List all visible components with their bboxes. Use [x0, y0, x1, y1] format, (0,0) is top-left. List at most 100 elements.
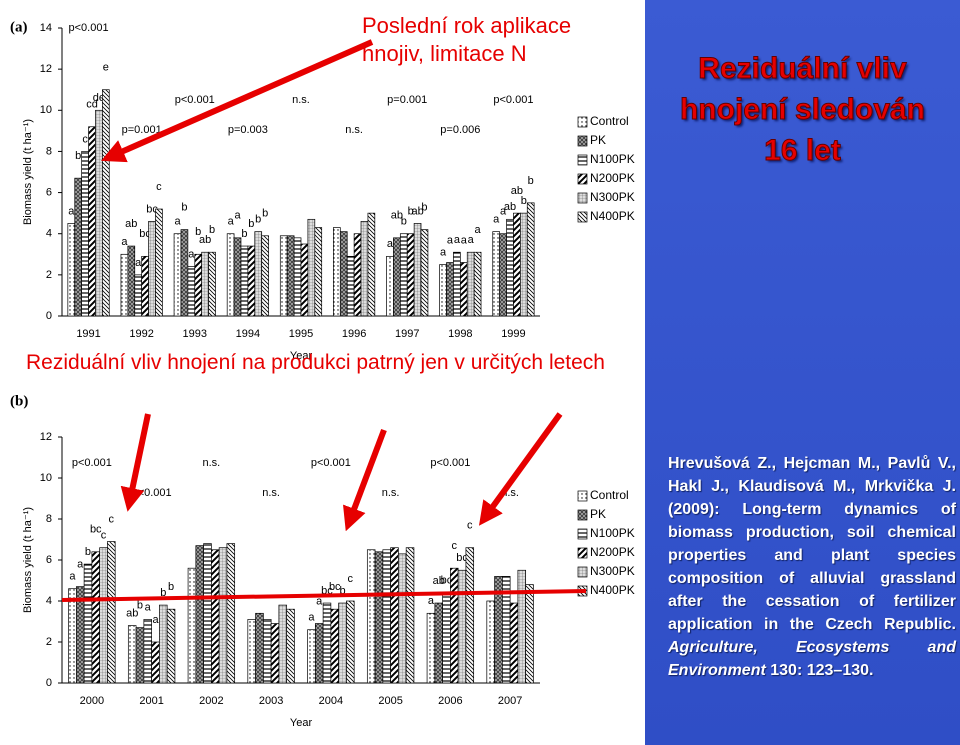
- bar: [148, 221, 156, 317]
- citation-text: Hrevušová Z., Hejcman M., Pavlů V., Hakl…: [668, 455, 956, 633]
- bar: [68, 588, 77, 684]
- arrow: [478, 412, 563, 526]
- significance-letter: bc: [441, 575, 453, 587]
- significance-letter: c: [82, 133, 88, 145]
- x-tick-label: 1995: [289, 328, 313, 340]
- bar: [406, 233, 415, 317]
- bar: [107, 541, 116, 684]
- legend-swatch: [577, 192, 588, 204]
- bar: [442, 592, 451, 684]
- bar: [159, 604, 168, 684]
- p-value: p<0.001: [430, 457, 470, 469]
- significance-letter: b: [241, 228, 247, 240]
- x-tick-label: 1997: [395, 328, 419, 340]
- p-value: p=0.001: [387, 94, 427, 106]
- bar: [519, 212, 528, 317]
- significance-letter: bc: [456, 552, 468, 564]
- significance-letter: a: [468, 234, 475, 246]
- significance-letter: a: [228, 216, 235, 228]
- significance-letter: b: [181, 202, 187, 214]
- bar: [307, 218, 316, 317]
- significance-letter: b: [160, 587, 166, 599]
- y-tick-label: 8: [46, 145, 52, 157]
- p-value: p<0.001: [493, 94, 533, 106]
- legend-swatch: [577, 135, 588, 147]
- bar: [339, 231, 348, 317]
- significance-letter: a: [68, 205, 75, 217]
- x-tick-label: 1994: [236, 328, 260, 340]
- x-tick-label: 2007: [498, 695, 522, 707]
- significance-letter: a: [152, 614, 159, 626]
- y-tick-label: 10: [40, 472, 52, 484]
- significance-letter: ab: [433, 575, 445, 587]
- bar: [74, 177, 83, 317]
- bar: [135, 627, 145, 684]
- y-tick-label: 12: [40, 431, 52, 443]
- bar: [95, 109, 103, 317]
- legend-label: N300PK: [590, 190, 635, 204]
- significance-letter: b: [85, 546, 91, 558]
- bar: [307, 629, 316, 684]
- bar: [278, 604, 288, 684]
- bar: [473, 251, 482, 317]
- significance-letter: ab: [391, 210, 403, 222]
- y-tick-label: 14: [40, 22, 52, 34]
- bar: [155, 208, 163, 317]
- p-value: p=0.006: [440, 124, 480, 136]
- bar: [208, 251, 216, 317]
- significance-letter: ab: [504, 201, 516, 213]
- p-value: p<0.001: [175, 94, 215, 106]
- y-tick-label: 6: [46, 186, 52, 198]
- bar: [127, 625, 137, 684]
- significance-letter: a: [174, 216, 181, 228]
- bar: [405, 547, 415, 684]
- arrow: [101, 39, 374, 163]
- legend-label: N400PK: [590, 583, 635, 597]
- significance-letter: a: [308, 612, 315, 624]
- bar: [333, 227, 341, 317]
- significance-letter: a: [135, 257, 142, 269]
- arrow: [120, 413, 151, 512]
- x-tick-label: 1992: [129, 328, 153, 340]
- bar: [513, 212, 521, 317]
- legend-label: N400PK: [590, 209, 635, 223]
- bar: [91, 551, 100, 684]
- significance-letter: a: [69, 571, 76, 583]
- bar: [134, 274, 143, 317]
- bar: [166, 608, 176, 684]
- significance-letter: a: [77, 559, 84, 571]
- y-tick-label: 12: [40, 63, 52, 75]
- significance-letter: a: [428, 595, 435, 607]
- bar: [526, 202, 535, 317]
- p-value: n.s.: [345, 124, 363, 136]
- bar: [226, 233, 235, 317]
- bar: [338, 602, 347, 684]
- bar: [247, 619, 256, 684]
- significance-letter: b: [339, 585, 345, 597]
- significance-letter: a: [145, 601, 152, 613]
- bar: [386, 255, 394, 317]
- significance-letter: c: [101, 530, 107, 542]
- legend-label: Control: [590, 488, 629, 502]
- y-tick-label: 2: [46, 636, 52, 648]
- significance-letter: a: [493, 214, 500, 226]
- significance-letter: ab: [125, 218, 137, 230]
- bar: [151, 641, 160, 684]
- significance-letter: b: [408, 206, 414, 218]
- x-axis-label: Year: [290, 717, 313, 729]
- x-tick-label: 1996: [342, 328, 366, 340]
- bar: [102, 89, 110, 317]
- significance-letter: a: [121, 236, 128, 248]
- bar: [465, 547, 475, 684]
- legend-swatch: [577, 509, 588, 521]
- p-value: n.s.: [262, 487, 280, 499]
- bar: [286, 235, 295, 317]
- bar: [286, 608, 295, 684]
- significance-letter: c: [156, 181, 162, 193]
- arrow: [343, 428, 387, 532]
- bar: [218, 547, 228, 684]
- bar: [293, 237, 302, 317]
- x-tick-label: 2004: [319, 695, 343, 707]
- significance-letter: e: [103, 62, 109, 74]
- legend-swatch: [577, 116, 588, 128]
